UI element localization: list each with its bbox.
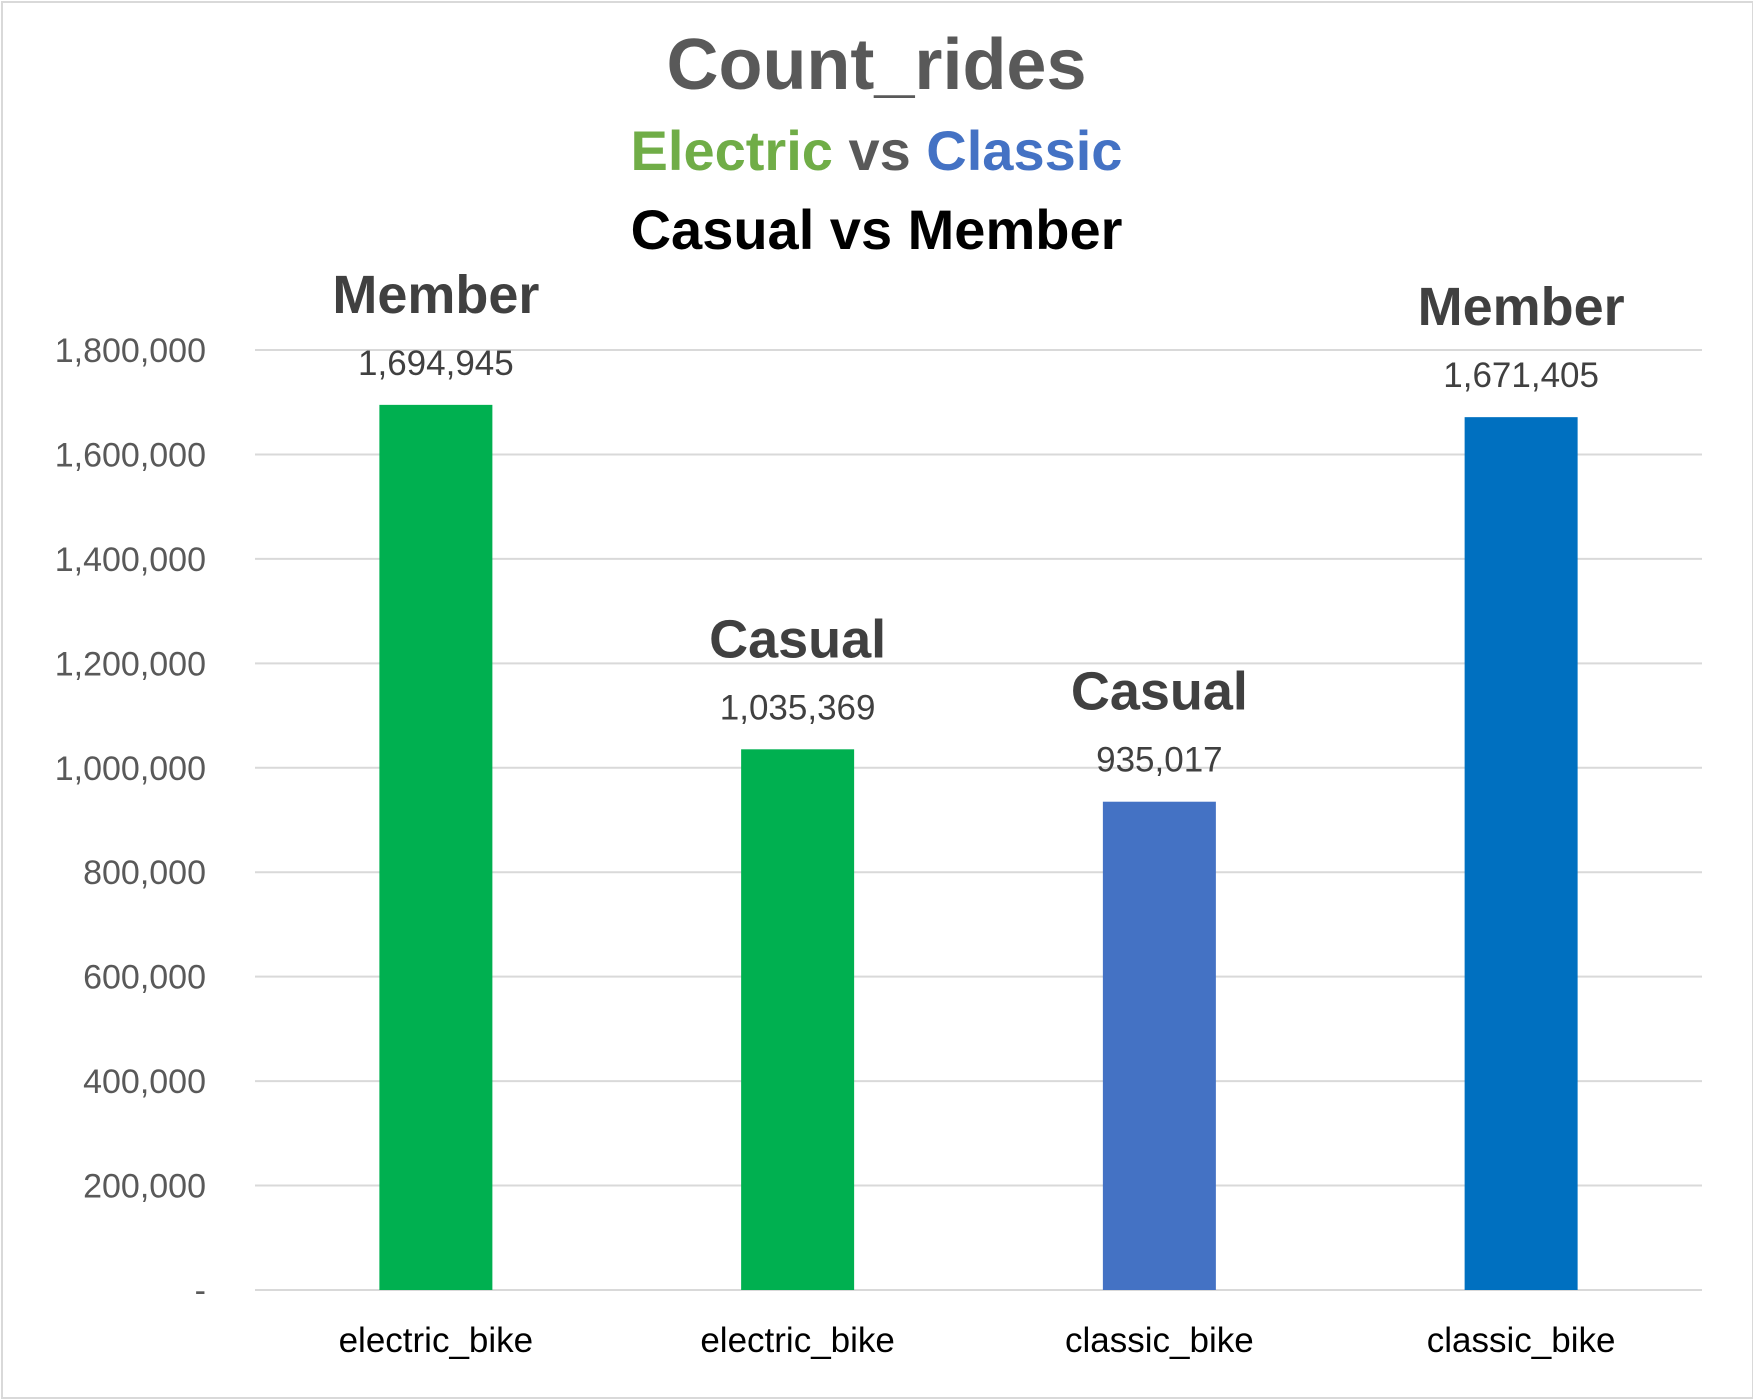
subtitle-part-vs: vs [832,119,927,182]
subtitle-part-electric: Electric [630,119,833,182]
chart-subtitle-electric-vs-classic: Electric vs Classic [0,118,1753,184]
y-tick-label: - [195,1272,206,1310]
bar-group-labels: Member Casual Casual Member [332,265,1624,722]
bar-group-label: Casual [1071,662,1248,722]
chart-subtitle-casual-vs-member: Casual vs Member [630,198,1123,261]
value-labels: 1,694,945 1,035,369 935,017 1,671,405 [358,344,1599,780]
x-category-label: electric_bike [700,1321,895,1360]
bar-classic_bike-member [1464,417,1578,1290]
y-tick-label: 400,000 [83,1063,206,1101]
bar-value-label: 1,035,369 [720,688,876,727]
x-category-label: electric_bike [339,1321,534,1360]
bar-electric_bike-casual [741,749,855,1290]
gridlines [255,349,1702,1291]
y-axis-tick-labels: - 200,000 400,000 600,000 800,000 1,000,000 1,… [55,332,206,1310]
y-tick-label: 1,600,000 [55,436,206,474]
x-category-label: classic_bike [1065,1321,1254,1360]
y-tick-label: 800,000 [83,854,206,892]
bar-group-label: Member [332,265,539,325]
bars [379,404,1578,1290]
bar-classic_bike-casual [1102,801,1216,1290]
subtitle-part-classic: Classic [926,119,1123,182]
y-tick-label: 1,200,000 [55,645,206,683]
y-tick-label: 200,000 [83,1168,206,1206]
x-category-label: classic_bike [1427,1321,1616,1360]
bar-electric_bike-member [379,404,493,1290]
x-axis-category-labels: electric_bike electric_bike classic_bike cl… [339,1321,1616,1360]
y-tick-label: 1,400,000 [55,541,206,579]
bar-value-label: 1,671,405 [1443,356,1599,395]
bar-group-label: Casual [709,609,886,669]
bar-value-label: 935,017 [1096,741,1223,780]
chart-title: Count_rides [666,25,1087,105]
bar-group-label: Member [1418,277,1625,337]
y-tick-label: 1,800,000 [55,332,206,370]
y-tick-label: 600,000 [83,959,206,997]
y-tick-label: 1,000,000 [55,750,206,788]
bar-value-label: 1,694,945 [358,344,514,383]
